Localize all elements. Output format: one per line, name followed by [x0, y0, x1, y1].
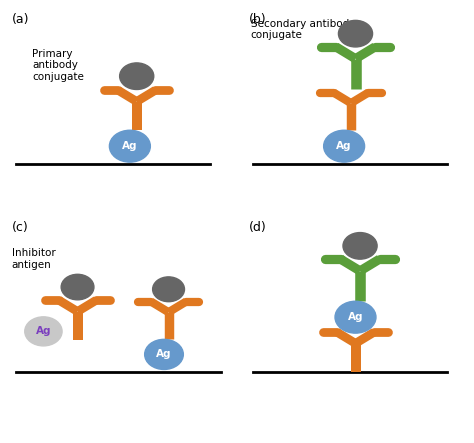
Text: (c): (c) [11, 222, 28, 234]
Text: Indirect ELISA: Indirect ELISA [303, 188, 408, 202]
Text: (d): (d) [248, 222, 266, 234]
Circle shape [324, 130, 365, 162]
Circle shape [25, 317, 62, 346]
Text: Inhibitor
antigen: Inhibitor antigen [11, 248, 55, 270]
Text: Ag: Ag [156, 350, 172, 359]
Circle shape [109, 130, 150, 162]
Circle shape [153, 277, 184, 302]
Text: Ag: Ag [337, 141, 352, 151]
Text: (b): (b) [248, 13, 266, 26]
Text: (a): (a) [11, 13, 29, 26]
Text: Sandwich ELISA: Sandwich ELISA [298, 396, 413, 410]
Circle shape [119, 63, 154, 89]
Text: Ag: Ag [122, 141, 137, 151]
Circle shape [343, 233, 377, 259]
Text: Direct ELISA: Direct ELISA [73, 188, 164, 202]
Circle shape [61, 274, 94, 300]
Text: Primary
antibody
conjugate: Primary antibody conjugate [32, 49, 84, 82]
Text: Competitive ELISA: Competitive ELISA [53, 396, 184, 410]
Text: Ag: Ag [348, 312, 363, 322]
Circle shape [145, 339, 183, 369]
Circle shape [338, 20, 373, 47]
Text: Ag: Ag [36, 326, 51, 336]
Circle shape [335, 301, 376, 333]
Text: Secondary antibody
conjugate: Secondary antibody conjugate [251, 19, 355, 40]
